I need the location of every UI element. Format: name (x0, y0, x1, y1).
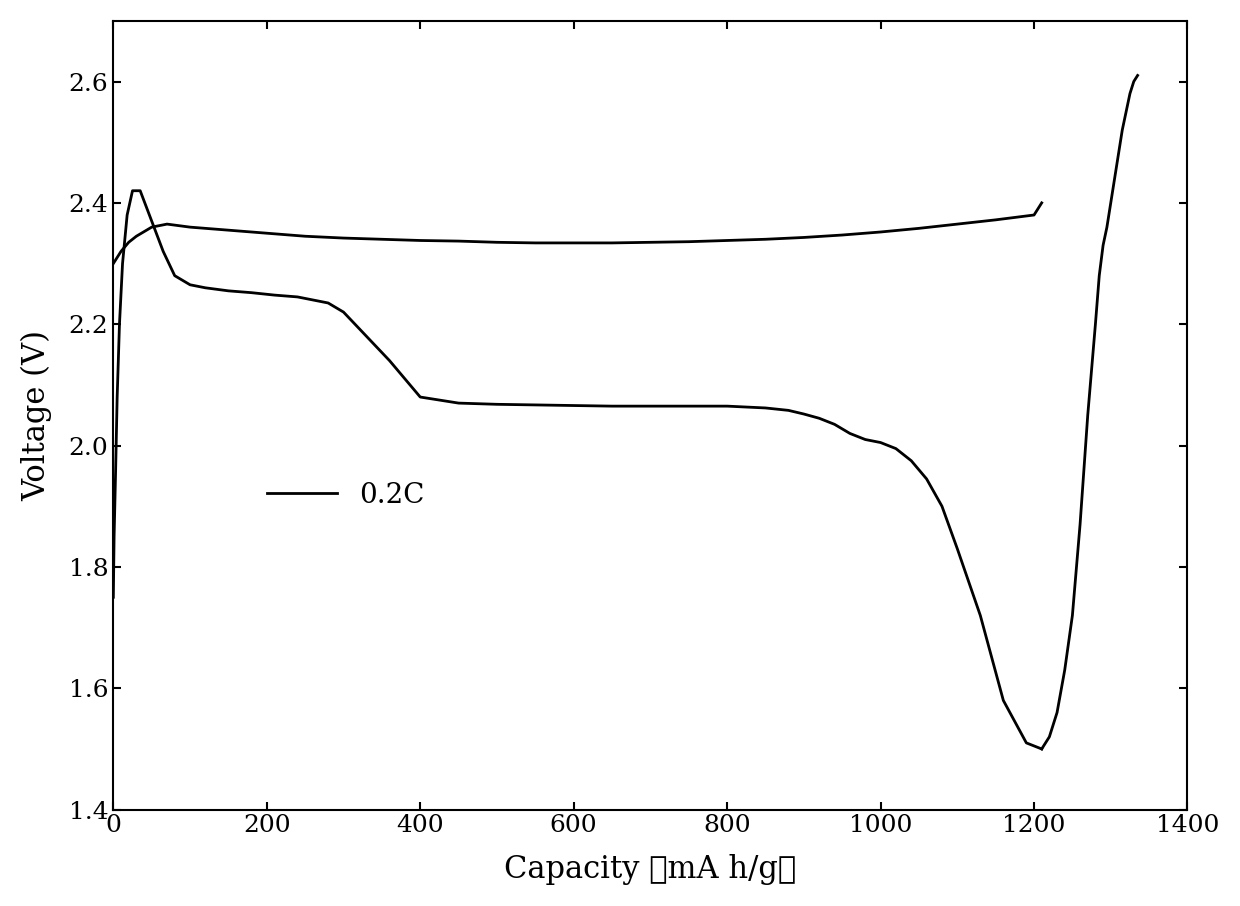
0.2C (221, 285, 236, 296)
0.2C (873, 437, 888, 448)
0.2C (360, 331, 374, 342)
0.2C (451, 398, 466, 409)
0.2C (156, 246, 171, 256)
0.2C (244, 287, 259, 298)
0.2C (812, 413, 827, 424)
0.2C (198, 283, 213, 294)
0.2C (109, 391, 124, 402)
0.2C (382, 355, 397, 366)
Y-axis label: Voltage (V): Voltage (V) (21, 330, 52, 501)
0.2C (644, 400, 658, 411)
0.2C (973, 610, 988, 621)
0.2C (842, 428, 857, 439)
0.2C (267, 290, 281, 301)
0.2C (125, 186, 140, 197)
0.2C (490, 399, 505, 410)
0.2C (781, 405, 796, 416)
0.2C (796, 409, 811, 419)
0.2C (858, 434, 873, 445)
0.2C (120, 209, 135, 220)
0.2C (144, 216, 159, 226)
0.2C (996, 695, 1011, 706)
0.2C (290, 292, 305, 303)
0.2C (935, 501, 950, 512)
Legend: 0.2C: 0.2C (257, 470, 435, 520)
0.2C (105, 592, 120, 602)
0.2C (167, 270, 182, 281)
0.2C (681, 400, 696, 411)
0.2C (115, 258, 130, 269)
0.2C (321, 297, 336, 308)
0.2C (889, 443, 904, 454)
0.2C (112, 319, 126, 330)
0.2C (719, 400, 734, 411)
0.2C (107, 531, 122, 542)
X-axis label: Capacity （mA h/g）: Capacity （mA h/g） (505, 854, 796, 885)
0.2C (904, 456, 919, 467)
0.2C (1019, 737, 1034, 748)
Line: 0.2C: 0.2C (113, 191, 1042, 749)
0.2C (827, 419, 842, 429)
0.2C (950, 544, 965, 554)
0.2C (758, 402, 773, 413)
0.2C (528, 400, 543, 410)
0.2C (1034, 744, 1049, 755)
0.2C (336, 306, 351, 317)
0.2C (305, 294, 320, 305)
0.2C (605, 400, 620, 411)
0.2C (182, 279, 197, 290)
0.2C (567, 400, 582, 411)
0.2C (108, 465, 123, 476)
0.2C (919, 474, 934, 485)
0.2C (133, 186, 148, 197)
0.2C (413, 391, 428, 402)
